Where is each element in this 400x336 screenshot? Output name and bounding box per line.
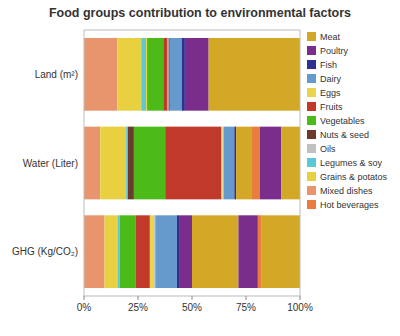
bar-segment [170, 38, 182, 111]
x-tick [84, 296, 85, 300]
bar-segment [84, 127, 100, 200]
bar-segment [169, 38, 170, 111]
legend-label: Oils [320, 144, 336, 154]
chart: Food groups contribution to environmenta… [0, 0, 400, 336]
bar-segment [165, 127, 221, 200]
bars [84, 38, 300, 288]
bar-segment [185, 38, 209, 111]
legend-label: Poultry [320, 46, 349, 56]
x-tick-label: 75% [236, 302, 256, 313]
x-tick-label: 25% [128, 302, 148, 313]
legend-label: Dairy [320, 74, 342, 84]
legend-label: Eggs [320, 88, 341, 98]
legend-swatch [307, 60, 316, 69]
bar-segment [234, 127, 236, 200]
legend-label: Vegetables [320, 116, 365, 126]
legend: Meat Poultry Fish Dairy Eggs Fruits Vegetables… [307, 32, 388, 210]
legend-swatch [307, 74, 316, 83]
bar-segment [251, 127, 260, 200]
legend-label: Hot beverages [320, 200, 379, 210]
y-tick-label: Water (Liter) [23, 158, 78, 169]
bar-segment [222, 127, 223, 200]
legend-swatch [307, 116, 316, 125]
x-tick [192, 296, 193, 300]
legend-swatch [307, 88, 316, 97]
bar-segment [136, 215, 150, 288]
bar-segment [155, 215, 177, 288]
bar-segment [261, 215, 300, 288]
bar-segment [126, 127, 128, 200]
legend-swatch [307, 186, 316, 195]
bar-segment [177, 215, 179, 288]
legend-label: Meat [320, 32, 341, 42]
bar-segment [117, 215, 119, 288]
bar-segment [224, 127, 235, 200]
legend-swatch [307, 130, 316, 139]
legend-label: Legumes & soy [320, 158, 383, 168]
bar-segment [117, 38, 141, 111]
bar-segment [168, 38, 169, 111]
bar-segment [147, 38, 163, 111]
bar-segment [84, 215, 105, 288]
legend-label: Mixed dishes [320, 186, 373, 196]
x-tick [138, 296, 139, 300]
bar-segment [154, 215, 155, 288]
x-tick [246, 296, 247, 300]
legend-swatch [307, 200, 316, 209]
bar-segment [141, 38, 146, 111]
bar-segment [146, 38, 147, 111]
title: Food groups contribution to environmenta… [49, 6, 351, 20]
bar-segment [258, 215, 261, 288]
bar-segment [236, 127, 251, 200]
bar-segment [100, 127, 126, 200]
bar-segment [260, 127, 282, 200]
bar-segment [182, 38, 185, 111]
bar-segment [209, 38, 300, 111]
bar-segment [238, 215, 257, 288]
legend-label: Fruits [320, 102, 343, 112]
plot-frame [84, 30, 300, 296]
bar-segment [120, 215, 136, 288]
bar-segment [128, 127, 134, 200]
legend-swatch [307, 172, 316, 181]
y-tick-label: Land (m²) [35, 69, 78, 80]
x-tick [300, 296, 301, 300]
legend-swatch [307, 144, 316, 153]
bar-segment [192, 215, 238, 288]
x-tick-label: 100% [287, 302, 313, 313]
bar-segment [281, 127, 300, 200]
bar-segment [84, 38, 117, 111]
bar-segment [105, 215, 118, 288]
legend-label: Fish [320, 60, 337, 70]
x-tick-label: 50% [182, 302, 202, 313]
legend-label: Nuts & seed [320, 130, 369, 140]
legend-swatch [307, 102, 316, 111]
bar-segment [150, 215, 154, 288]
bar-segment [221, 127, 222, 200]
bar-segment [134, 127, 165, 200]
y-tick-label: GHG (Kg/CO₂) [12, 246, 78, 257]
legend-label: Grains & potatos [320, 172, 388, 182]
bar-segment [163, 38, 167, 111]
legend-swatch [307, 46, 316, 55]
x-tick-label: 0% [77, 302, 92, 313]
bar-segment [179, 215, 192, 288]
legend-swatch [307, 158, 316, 167]
legend-swatch [307, 32, 316, 41]
